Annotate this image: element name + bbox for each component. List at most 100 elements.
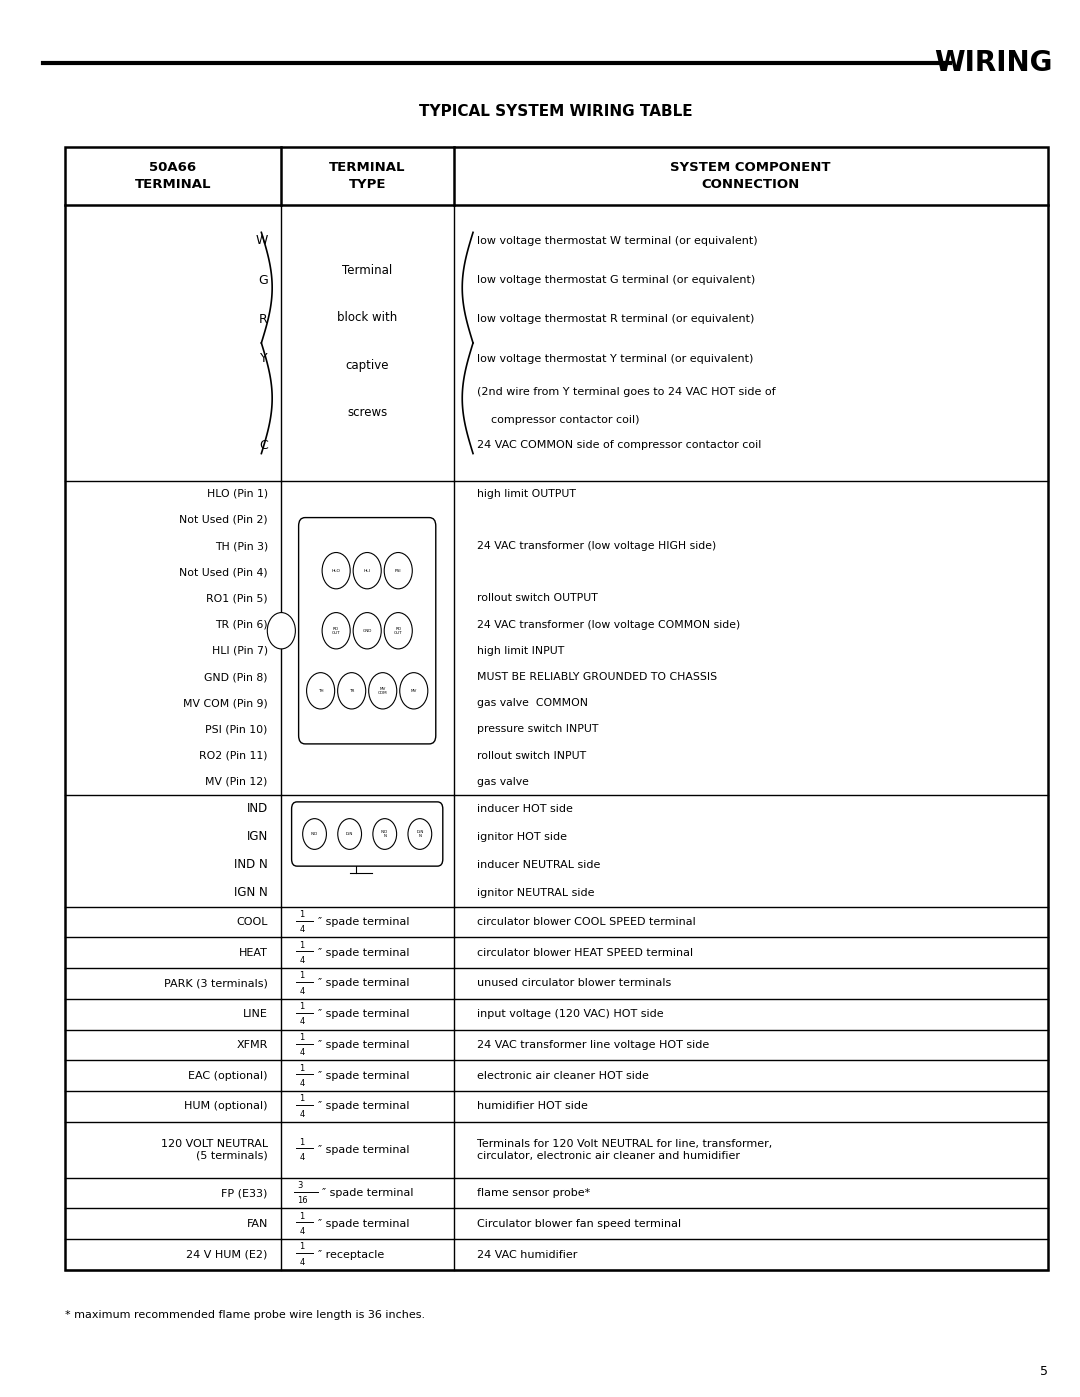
Text: Circulator blower fan speed terminal: Circulator blower fan speed terminal xyxy=(477,1218,681,1229)
Text: ″ spade terminal: ″ spade terminal xyxy=(318,1218,409,1229)
Text: 1: 1 xyxy=(299,1002,305,1011)
Circle shape xyxy=(322,613,350,650)
Text: ″ spade terminal: ″ spade terminal xyxy=(318,1039,409,1051)
Text: 1: 1 xyxy=(299,971,305,981)
Text: WIRING: WIRING xyxy=(934,49,1053,77)
Text: ″ spade terminal: ″ spade terminal xyxy=(322,1187,414,1199)
Text: 1: 1 xyxy=(299,1063,305,1073)
Text: 120 VOLT NEUTRAL
(5 terminals): 120 VOLT NEUTRAL (5 terminals) xyxy=(161,1139,268,1161)
Text: 4: 4 xyxy=(299,1078,305,1088)
Text: 24 VAC COMMON side of compressor contactor coil: 24 VAC COMMON side of compressor contact… xyxy=(477,440,761,450)
Text: low voltage thermostat W terminal (or equivalent): low voltage thermostat W terminal (or eq… xyxy=(477,236,758,246)
Circle shape xyxy=(400,673,428,710)
Text: circulator blower HEAT SPEED terminal: circulator blower HEAT SPEED terminal xyxy=(477,947,693,958)
Text: ″ spade terminal: ″ spade terminal xyxy=(318,1144,409,1155)
Circle shape xyxy=(353,553,381,590)
Text: ″ spade terminal: ″ spade terminal xyxy=(318,1070,409,1081)
Text: HLO: HLO xyxy=(332,569,340,573)
Text: GND (Pin 8): GND (Pin 8) xyxy=(204,672,268,682)
Text: SYSTEM COMPONENT
CONNECTION: SYSTEM COMPONENT CONNECTION xyxy=(671,161,831,191)
Text: FP (E33): FP (E33) xyxy=(221,1187,268,1199)
Text: inducer HOT side: inducer HOT side xyxy=(477,803,573,814)
Text: C: C xyxy=(259,439,268,451)
Text: screws: screws xyxy=(347,407,388,419)
Text: unused circulator blower terminals: unused circulator blower terminals xyxy=(477,978,672,989)
Text: IGN: IGN xyxy=(346,833,353,835)
Text: 1: 1 xyxy=(299,1137,305,1147)
Text: COOL: COOL xyxy=(237,916,268,928)
Text: * maximum recommended flame probe wire length is 36 inches.: * maximum recommended flame probe wire l… xyxy=(65,1310,424,1320)
Text: 4: 4 xyxy=(299,956,305,965)
Text: TH (Pin 3): TH (Pin 3) xyxy=(215,541,268,550)
FancyBboxPatch shape xyxy=(298,518,435,745)
Text: XFMR: XFMR xyxy=(237,1039,268,1051)
Text: TR: TR xyxy=(349,689,354,693)
Text: high limit INPUT: high limit INPUT xyxy=(477,645,565,655)
Text: inducer NEUTRAL side: inducer NEUTRAL side xyxy=(477,859,600,870)
Text: 4: 4 xyxy=(299,925,305,935)
Text: 3: 3 xyxy=(297,1180,302,1190)
Text: 4: 4 xyxy=(299,1109,305,1119)
Text: TR (Pin 6): TR (Pin 6) xyxy=(215,620,268,630)
Text: 1: 1 xyxy=(299,1242,305,1252)
Circle shape xyxy=(302,819,326,849)
Text: circulator blower COOL SPEED terminal: circulator blower COOL SPEED terminal xyxy=(477,916,697,928)
Text: IGN N: IGN N xyxy=(234,886,268,900)
Circle shape xyxy=(384,553,413,590)
Text: HLO (Pin 1): HLO (Pin 1) xyxy=(206,489,268,499)
Text: gas valve: gas valve xyxy=(477,777,529,787)
Circle shape xyxy=(322,553,350,590)
Text: block with: block with xyxy=(337,312,397,324)
Circle shape xyxy=(373,819,396,849)
Text: 1: 1 xyxy=(299,1211,305,1221)
Text: RO2 (Pin 11): RO2 (Pin 11) xyxy=(200,750,268,760)
Text: MV (Pin 12): MV (Pin 12) xyxy=(205,777,268,787)
Text: Terminals for 120 Volt NEUTRAL for line, transformer,
circulator, electronic air: Terminals for 120 Volt NEUTRAL for line,… xyxy=(477,1139,772,1161)
Text: ″ spade terminal: ″ spade terminal xyxy=(318,1101,409,1112)
Text: Not Used (Pin 2): Not Used (Pin 2) xyxy=(179,515,268,525)
Text: PSI (Pin 10): PSI (Pin 10) xyxy=(205,725,268,735)
Text: Y: Y xyxy=(260,352,268,365)
Text: ″ receptacle: ″ receptacle xyxy=(318,1249,383,1260)
Text: electronic air cleaner HOT side: electronic air cleaner HOT side xyxy=(477,1070,649,1081)
Text: GND: GND xyxy=(363,629,372,633)
Text: LINE: LINE xyxy=(243,1009,268,1020)
Text: IND: IND xyxy=(311,833,319,835)
Text: input voltage (120 VAC) HOT side: input voltage (120 VAC) HOT side xyxy=(477,1009,664,1020)
FancyBboxPatch shape xyxy=(292,802,443,866)
Text: 24 VAC transformer (low voltage HIGH side): 24 VAC transformer (low voltage HIGH sid… xyxy=(477,541,717,550)
Text: TH: TH xyxy=(318,689,323,693)
Text: TYPICAL SYSTEM WIRING TABLE: TYPICAL SYSTEM WIRING TABLE xyxy=(419,105,693,119)
Circle shape xyxy=(408,819,432,849)
Text: RO1 (Pin 5): RO1 (Pin 5) xyxy=(206,594,268,604)
Text: 4: 4 xyxy=(299,1257,305,1267)
Text: MV
COM: MV COM xyxy=(378,687,388,694)
Circle shape xyxy=(384,613,413,650)
Text: 4: 4 xyxy=(299,986,305,996)
Text: 4: 4 xyxy=(299,1153,305,1162)
Text: flame sensor probe*: flame sensor probe* xyxy=(477,1187,591,1199)
Text: 5: 5 xyxy=(1040,1365,1048,1379)
Text: ″ spade terminal: ″ spade terminal xyxy=(318,916,409,928)
Text: low voltage thermostat R terminal (or equivalent): low voltage thermostat R terminal (or eq… xyxy=(477,314,755,324)
Text: 1: 1 xyxy=(299,940,305,950)
Text: HLI: HLI xyxy=(364,569,370,573)
Text: MV: MV xyxy=(410,689,417,693)
Text: Not Used (Pin 4): Not Used (Pin 4) xyxy=(179,567,268,577)
Circle shape xyxy=(338,819,362,849)
Text: MV COM (Pin 9): MV COM (Pin 9) xyxy=(184,698,268,708)
Text: ″ spade terminal: ″ spade terminal xyxy=(318,947,409,958)
Text: compressor contactor coil): compressor contactor coil) xyxy=(477,415,639,425)
Text: ignitor NEUTRAL side: ignitor NEUTRAL side xyxy=(477,887,595,898)
Text: HUM (optional): HUM (optional) xyxy=(185,1101,268,1112)
Text: 4: 4 xyxy=(299,1227,305,1236)
Text: 1: 1 xyxy=(299,1094,305,1104)
Text: HLI (Pin 7): HLI (Pin 7) xyxy=(212,645,268,655)
Text: RO
OUT: RO OUT xyxy=(394,627,403,634)
Text: (2nd wire from Y terminal goes to 24 VAC HOT side of: (2nd wire from Y terminal goes to 24 VAC… xyxy=(477,387,777,397)
Text: low voltage thermostat Y terminal (or equivalent): low voltage thermostat Y terminal (or eq… xyxy=(477,353,754,363)
Text: pressure switch INPUT: pressure switch INPUT xyxy=(477,725,598,735)
Text: rollout switch OUTPUT: rollout switch OUTPUT xyxy=(477,594,598,604)
Circle shape xyxy=(307,673,335,710)
Text: ″ spade terminal: ″ spade terminal xyxy=(318,978,409,989)
